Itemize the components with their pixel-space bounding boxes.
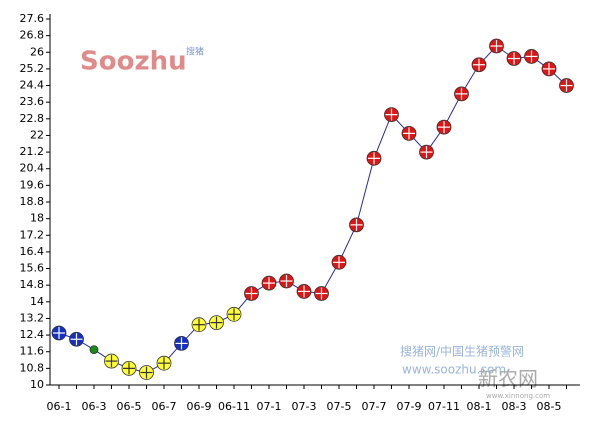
y-tick-label: 26.8	[20, 29, 45, 42]
x-tick-label: 07-5	[327, 400, 352, 413]
y-tick-label: 20.4	[20, 162, 45, 175]
y-tick-label: 16.4	[20, 245, 45, 258]
marker	[89, 345, 99, 355]
x-tick-label: 07-3	[292, 400, 317, 413]
y-tick-label: 18.8	[20, 195, 45, 208]
y-tick-label: 10	[30, 378, 44, 391]
y-tick-label: 17.2	[20, 228, 45, 241]
x-tick-label: 07-11	[428, 400, 460, 413]
y-tick-label: 18	[30, 212, 44, 225]
y-tick-label: 10.8	[20, 361, 45, 374]
y-tick-label: 27.6	[20, 12, 45, 25]
y-tick-label: 11.6	[20, 345, 45, 358]
y-tick-label: 14	[30, 295, 44, 308]
x-tick-label: 08-1	[467, 400, 492, 413]
watermark: 搜猪网/中国生猪预警网	[400, 344, 524, 359]
x-tick-label: 07-1	[257, 400, 282, 413]
y-tick-label: 22	[30, 128, 44, 141]
x-tick-label: 07-9	[397, 400, 422, 413]
x-tick-label: 08-5	[537, 400, 562, 413]
y-tick-label: 24.4	[20, 79, 45, 92]
y-tick-label: 23.6	[20, 95, 45, 108]
x-tick-label: 06-9	[187, 400, 212, 413]
x-tick-label: 07-7	[362, 400, 387, 413]
logo-subtext: 搜猪	[186, 46, 204, 58]
x-tick-label: 06-11	[218, 400, 250, 413]
y-tick-label: 19.6	[20, 178, 45, 191]
x-tick-label: 06-5	[117, 400, 142, 413]
watermark: 新农网	[478, 367, 538, 391]
x-tick-label: 08-3	[502, 400, 527, 413]
y-tick-label: 14.8	[20, 278, 45, 291]
y-tick-label: 22.8	[20, 112, 45, 125]
watermark: www.xinnong.com	[486, 392, 550, 400]
logo: Soozhu	[80, 47, 187, 77]
y-tick-label: 15.6	[20, 262, 45, 275]
y-tick-label: 26	[30, 45, 44, 58]
y-tick-label: 13.2	[20, 311, 45, 324]
y-tick-label: 21.2	[20, 145, 45, 158]
y-tick-label: 12.4	[20, 328, 45, 341]
x-tick-label: 06-1	[47, 400, 72, 413]
line	[58, 45, 567, 374]
x-tick-label: 06-3	[82, 400, 107, 413]
y-tick-label: 25.2	[20, 62, 45, 75]
watermark: www.soozhu.com	[402, 363, 506, 377]
x-tick-label: 06-7	[152, 400, 177, 413]
